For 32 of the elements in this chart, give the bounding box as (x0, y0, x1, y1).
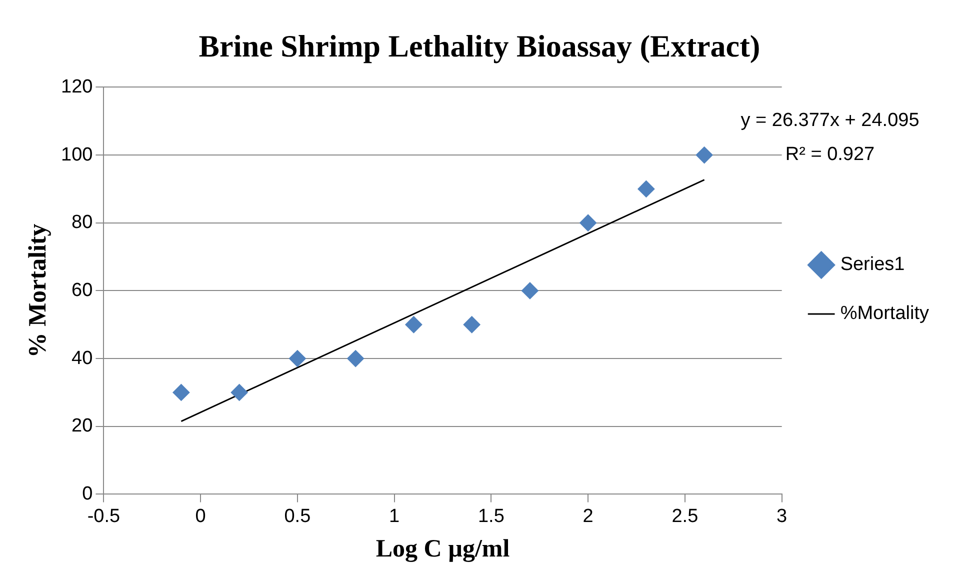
point (172, 384, 190, 401)
x-tick-label: 1 (389, 506, 400, 527)
y-tick-label: 120 (61, 76, 93, 98)
x-tick-label: 3 (776, 506, 788, 527)
point (230, 384, 248, 401)
y-tick-label: 40 (72, 348, 93, 369)
point (405, 316, 422, 334)
point (521, 282, 538, 300)
legend-label: %Mortality (840, 303, 930, 324)
y-axis-title: % Mortality (24, 223, 52, 358)
x-tick-label: 0.5 (284, 506, 311, 527)
y-tick-label: 80 (72, 212, 93, 234)
legend-label: Series1 (840, 254, 905, 276)
text: R² = 0.927 (785, 144, 875, 165)
point (288, 350, 306, 368)
x-tick-label: -0.5 (87, 506, 120, 527)
x-tick-label: 0 (195, 506, 206, 527)
annotation: y = 26.377x + 24.095 (740, 110, 920, 131)
point (580, 214, 597, 232)
point (347, 350, 364, 368)
y-tick-label: 0 (82, 483, 93, 504)
x-tick-label: 1.5 (478, 506, 504, 527)
x-axis-title: Log C µg/ml (376, 535, 510, 562)
y-tick-label: 60 (72, 280, 93, 301)
point (463, 316, 480, 334)
chart-title: Brine Shrimp Lethality Bioassay (Extract) (198, 28, 760, 64)
x-tick-label: 2.5 (672, 506, 698, 527)
x-tick-label: 2 (582, 506, 594, 527)
point (638, 180, 655, 198)
y-tick-label: 20 (72, 416, 93, 437)
point (696, 146, 713, 164)
y-tick-label: 100 (61, 144, 93, 166)
